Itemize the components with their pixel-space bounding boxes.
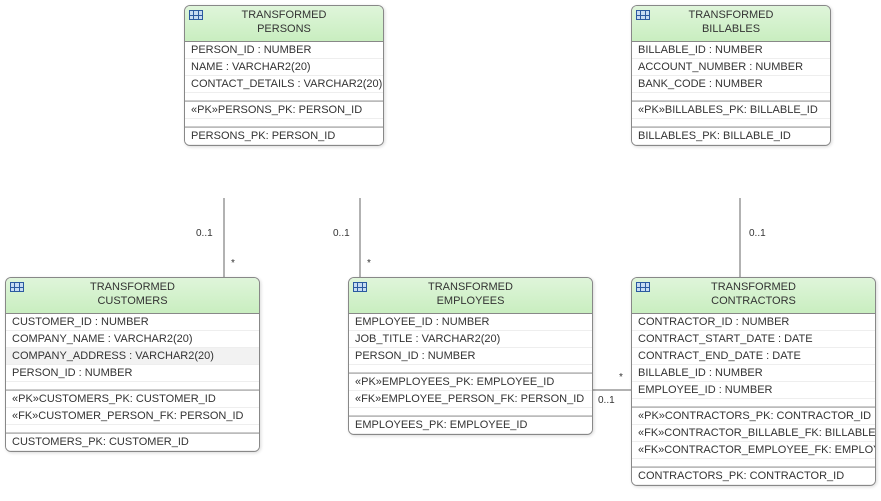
key-row: «PK»CUSTOMERS_PK: CUSTOMER_ID [6, 391, 259, 408]
columns-section: BILLABLE_ID : NUMBER ACCOUNT_NUMBER : NU… [632, 42, 830, 93]
entity-header: TRANSFORMED PERSONS [185, 6, 383, 42]
entity-name: BILLABLES [636, 23, 826, 37]
index-row: BILLABLES_PK: BILLABLE_ID [632, 128, 830, 145]
cardinality-label: 0..1 [598, 395, 615, 406]
entity-name: CONTRACTORS [636, 295, 871, 309]
entity-name: PERSONS [189, 23, 379, 37]
entity-schema: TRANSFORMED [636, 281, 871, 295]
entity-header: TRANSFORMED EMPLOYEES [349, 278, 592, 314]
key-row: «FK»CUSTOMER_PERSON_FK: PERSON_ID [6, 408, 259, 425]
column-row: BANK_CODE : NUMBER [632, 76, 830, 93]
keys-section: «PK»PERSONS_PK: PERSON_ID [185, 101, 383, 119]
key-row: «PK»EMPLOYEES_PK: EMPLOYEE_ID [349, 374, 592, 391]
column-row: PERSON_ID : NUMBER [6, 365, 259, 382]
keys-section: «PK»BILLABLES_PK: BILLABLE_ID [632, 101, 830, 119]
table-icon [10, 282, 24, 292]
cardinality-label: * [619, 372, 623, 383]
column-row: ACCOUNT_NUMBER : NUMBER [632, 59, 830, 76]
section-divider [632, 399, 875, 407]
column-row: EMPLOYEE_ID : NUMBER [349, 314, 592, 331]
index-section: CONTRACTORS_PK: CONTRACTOR_ID [632, 467, 875, 485]
table-icon [636, 282, 650, 292]
index-row: CUSTOMERS_PK: CUSTOMER_ID [6, 434, 259, 451]
section-divider [632, 459, 875, 467]
columns-section: CUSTOMER_ID : NUMBER COMPANY_NAME : VARC… [6, 314, 259, 382]
column-row: PERSON_ID : NUMBER [349, 348, 592, 365]
cardinality-label: 0..1 [333, 228, 350, 239]
cardinality-label: 0..1 [196, 228, 213, 239]
entity-schema: TRANSFORMED [353, 281, 588, 295]
keys-section: «PK»EMPLOYEES_PK: EMPLOYEE_ID «FK»EMPLOY… [349, 373, 592, 408]
key-row: «PK»CONTRACTORS_PK: CONTRACTOR_ID [632, 408, 875, 425]
index-section: EMPLOYEES_PK: EMPLOYEE_ID [349, 416, 592, 434]
columns-section: PERSON_ID : NUMBER NAME : VARCHAR2(20) C… [185, 42, 383, 93]
index-section: CUSTOMERS_PK: CUSTOMER_ID [6, 433, 259, 451]
section-divider [185, 119, 383, 127]
index-section: BILLABLES_PK: BILLABLE_ID [632, 127, 830, 145]
cardinality-label: * [231, 258, 235, 269]
section-divider [6, 382, 259, 390]
column-row: CONTRACT_END_DATE : DATE [632, 348, 875, 365]
key-row: «PK»PERSONS_PK: PERSON_ID [185, 102, 383, 119]
index-row: EMPLOYEES_PK: EMPLOYEE_ID [349, 417, 592, 434]
table-icon [636, 10, 650, 20]
key-row: «FK»CONTRACTOR_EMPLOYEE_FK: EMPLOYEE_ID [632, 442, 875, 459]
entity-schema: TRANSFORMED [10, 281, 255, 295]
cardinality-label: * [367, 258, 371, 269]
column-row: JOB_TITLE : VARCHAR2(20) [349, 331, 592, 348]
entity-customers[interactable]: TRANSFORMED CUSTOMERS CUSTOMER_ID : NUMB… [5, 277, 260, 452]
section-divider [349, 408, 592, 416]
columns-section: EMPLOYEE_ID : NUMBER JOB_TITLE : VARCHAR… [349, 314, 592, 365]
entity-schema: TRANSFORMED [636, 9, 826, 23]
column-row: COMPANY_NAME : VARCHAR2(20) [6, 331, 259, 348]
key-row: «FK»EMPLOYEE_PERSON_FK: PERSON_ID [349, 391, 592, 408]
column-row: CONTRACT_START_DATE : DATE [632, 331, 875, 348]
cardinality-label: 0..1 [749, 228, 766, 239]
column-row: EMPLOYEE_ID : NUMBER [632, 382, 875, 399]
section-divider [349, 365, 592, 373]
key-row: «PK»BILLABLES_PK: BILLABLE_ID [632, 102, 830, 119]
index-row: CONTRACTORS_PK: CONTRACTOR_ID [632, 468, 875, 485]
column-row: COMPANY_ADDRESS : VARCHAR2(20) [6, 348, 259, 365]
table-icon [189, 10, 203, 20]
entity-name: EMPLOYEES [353, 295, 588, 309]
entity-header: TRANSFORMED BILLABLES [632, 6, 830, 42]
section-divider [632, 119, 830, 127]
column-row: BILLABLE_ID : NUMBER [632, 365, 875, 382]
key-row: «FK»CONTRACTOR_BILLABLE_FK: BILLABLE_ID [632, 425, 875, 442]
keys-section: «PK»CONTRACTORS_PK: CONTRACTOR_ID «FK»CO… [632, 407, 875, 459]
section-divider [185, 93, 383, 101]
entity-header: TRANSFORMED CONTRACTORS [632, 278, 875, 314]
table-icon [353, 282, 367, 292]
entity-persons[interactable]: TRANSFORMED PERSONS PERSON_ID : NUMBER N… [184, 5, 384, 146]
entity-employees[interactable]: TRANSFORMED EMPLOYEES EMPLOYEE_ID : NUMB… [348, 277, 593, 435]
column-row: NAME : VARCHAR2(20) [185, 59, 383, 76]
entity-contractors[interactable]: TRANSFORMED CONTRACTORS CONTRACTOR_ID : … [631, 277, 876, 486]
entity-schema: TRANSFORMED [189, 9, 379, 23]
entity-header: TRANSFORMED CUSTOMERS [6, 278, 259, 314]
column-row: PERSON_ID : NUMBER [185, 42, 383, 59]
section-divider [632, 93, 830, 101]
entity-name: CUSTOMERS [10, 295, 255, 309]
section-divider [6, 425, 259, 433]
column-row: CUSTOMER_ID : NUMBER [6, 314, 259, 331]
entity-billables[interactable]: TRANSFORMED BILLABLES BILLABLE_ID : NUMB… [631, 5, 831, 146]
keys-section: «PK»CUSTOMERS_PK: CUSTOMER_ID «FK»CUSTOM… [6, 390, 259, 425]
column-row: CONTACT_DETAILS : VARCHAR2(20) [185, 76, 383, 93]
column-row: BILLABLE_ID : NUMBER [632, 42, 830, 59]
index-row: PERSONS_PK: PERSON_ID [185, 128, 383, 145]
index-section: PERSONS_PK: PERSON_ID [185, 127, 383, 145]
columns-section: CONTRACTOR_ID : NUMBER CONTRACT_START_DA… [632, 314, 875, 399]
column-row: CONTRACTOR_ID : NUMBER [632, 314, 875, 331]
